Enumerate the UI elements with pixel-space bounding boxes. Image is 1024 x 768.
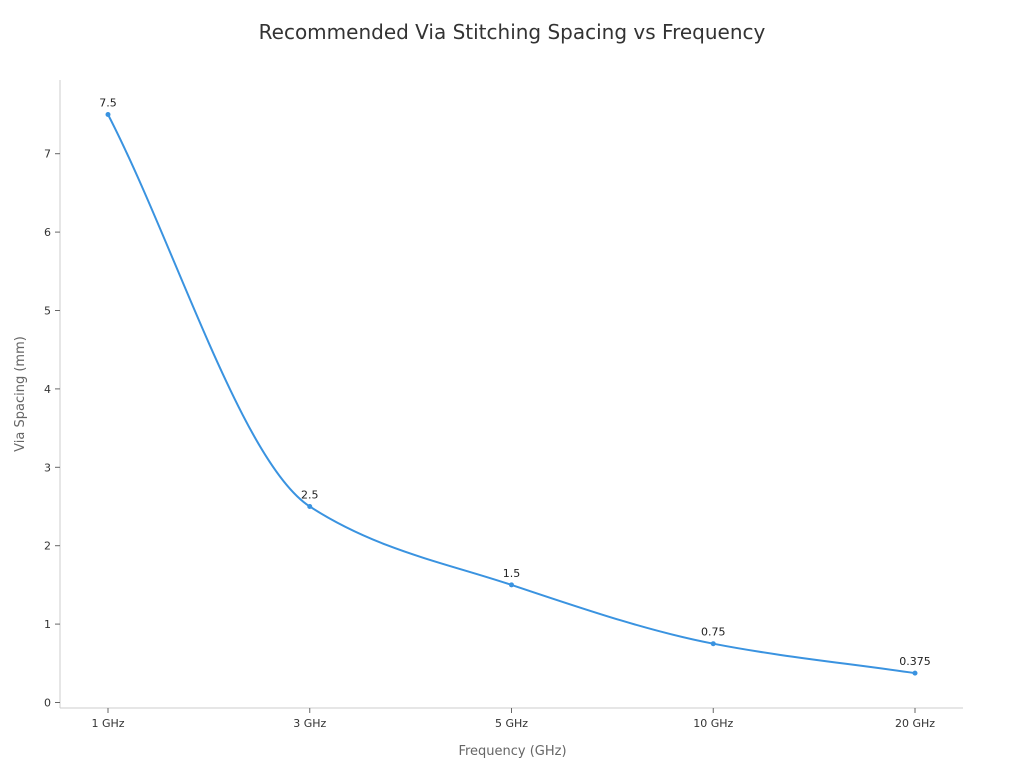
y-tick-label: 2: [44, 540, 51, 553]
x-axis-title: Frequency (GHz): [458, 744, 566, 759]
data-point: [307, 504, 313, 509]
chart-title: Recommended Via Stitching Spacing vs Fre…: [258, 20, 766, 44]
data-label: 0.75: [701, 626, 726, 639]
data-labels: 7.5 2.5 1.5 0.75 0.375: [99, 97, 931, 669]
x-tick-label: 20 GHz: [895, 717, 935, 730]
data-point: [105, 112, 111, 117]
data-label: 7.5: [99, 97, 117, 110]
x-tick-label: 1 GHz: [91, 717, 124, 730]
y-ticks: 0 1 2 3 4 5 6 7: [44, 148, 60, 710]
x-tick-label: 10 GHz: [693, 717, 733, 730]
y-tick-label: 3: [44, 461, 51, 474]
x-tick-label: 3 GHz: [293, 717, 326, 730]
data-point: [509, 582, 514, 588]
y-tick-label: 7: [44, 148, 51, 161]
x-tick-label: 5 GHz: [495, 717, 528, 730]
data-label: 0.375: [899, 655, 931, 668]
y-axis-title: Via Spacing (mm): [13, 336, 28, 452]
y-tick-label: 4: [44, 383, 51, 396]
data-point: [912, 670, 918, 676]
x-ticks: 1 GHz 3 GHz 5 GHz 10 GHz 20 GHz: [91, 708, 935, 730]
y-tick-label: 5: [44, 305, 51, 318]
series-line: [107, 114, 916, 675]
y-tick-label: 6: [44, 226, 51, 239]
axes: [59, 80, 963, 709]
y-tick-label: 1: [44, 618, 51, 631]
data-point: [710, 641, 716, 647]
data-label: 1.5: [503, 567, 521, 580]
y-tick-label: 0: [44, 697, 51, 710]
data-label: 2.5: [301, 489, 319, 502]
data-points: [105, 112, 918, 676]
